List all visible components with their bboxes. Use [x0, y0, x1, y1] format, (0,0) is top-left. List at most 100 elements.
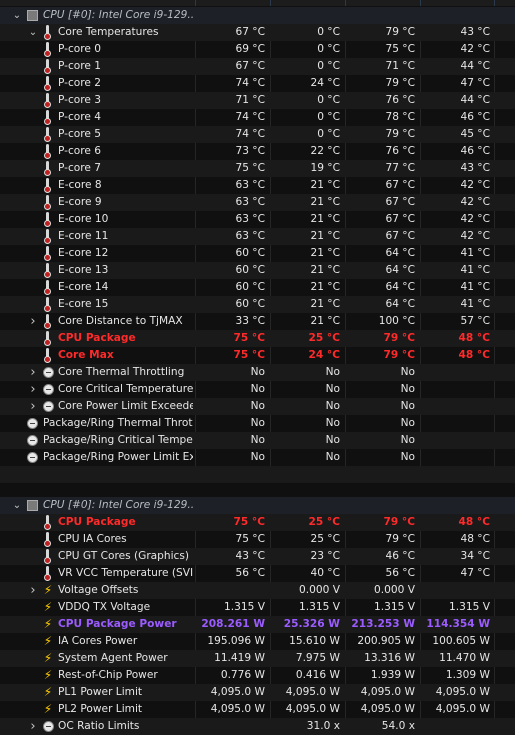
group-header-row[interactable]: ⌄ CPU [#0]: Intel Core i9-129... — [0, 497, 515, 514]
sensor-row[interactable]: E-core 12 60 °C 21 °C 64 °C 41 °C — [0, 245, 515, 262]
maximum-value: No — [400, 383, 415, 395]
sensor-row[interactable]: Core Max 75 °C 24 °C 79 °C 48 °C — [0, 347, 515, 364]
sensor-row[interactable]: P-core 3 71 °C 0 °C 76 °C 44 °C — [0, 92, 515, 109]
group-header-row[interactable]: ⌄ CPU [#0]: Intel Core i9-129... — [0, 7, 515, 24]
sensor-row[interactable]: E-core 14 60 °C 21 °C 64 °C 41 °C — [0, 279, 515, 296]
minimum-value: No — [325, 417, 340, 429]
sensor-label: VDDQ TX Voltage — [58, 601, 151, 613]
sensor-row[interactable]: ⚡ PL2 Power Limit 4,095.0 W 4,095.0 W 4,095.… — [0, 701, 515, 718]
sensor-row[interactable]: P-core 5 74 °C 0 °C 79 °C 45 °C — [0, 126, 515, 143]
sensor-row[interactable]: E-core 8 63 °C 21 °C 67 °C 42 °C — [0, 177, 515, 194]
thermometer-tube — [46, 59, 49, 69]
sensor-row[interactable]: E-core 9 63 °C 21 °C 67 °C 42 °C — [0, 194, 515, 211]
sensor-row[interactable]: CPU GT Cores (Graphics) 43 °C 23 °C 46 °C 34… — [0, 548, 515, 565]
maximum-value: 213.253 W — [351, 618, 415, 630]
sensor-row[interactable]: CPU Package 75 °C 25 °C 79 °C 48 °C — [0, 514, 515, 531]
sensor-name-cell: E-core 11 — [0, 228, 193, 245]
sensor-name-cell: › Core Critical Temperature — [0, 381, 193, 398]
collapse-toggle[interactable]: ⌄ — [12, 500, 22, 511]
current-value: 11.419 W — [214, 652, 265, 664]
sensor-row[interactable]: ⚡ PL1 Power Limit 4,095.0 W 4,095.0 W 4,095.… — [0, 684, 515, 701]
current-value: 0.776 W — [220, 669, 265, 681]
minimum-value: 31.0 x — [306, 720, 340, 732]
sensor-row[interactable]: ⚡ CPU Package Power 208.261 W 25.326 W 213.2… — [0, 616, 515, 633]
average-column-header[interactable] — [421, 0, 495, 6]
collapse-toggle[interactable]: ⌄ — [12, 10, 22, 21]
sensor-row[interactable]: P-core 0 69 °C 0 °C 75 °C 42 °C — [0, 41, 515, 58]
expand-toggle[interactable]: › — [30, 399, 36, 414]
average-value: 57 °C — [460, 315, 490, 327]
maximum-value: 200.905 W — [357, 635, 415, 647]
sensor-row[interactable]: P-core 6 73 °C 22 °C 76 °C 46 °C — [0, 143, 515, 160]
minimum-value: 24 °C — [310, 77, 340, 89]
sensor-row[interactable]: E-core 15 60 °C 21 °C 64 °C 41 °C — [0, 296, 515, 313]
maximum-value: 64 °C — [385, 247, 415, 259]
sensor-row[interactable]: CPU Package 75 °C 25 °C 79 °C 48 °C — [0, 330, 515, 347]
sensor-row[interactable]: ⚡ VDDQ TX Voltage 1.315 V 1.315 V 1.315 V 1.3… — [0, 599, 515, 616]
minimum-value: No — [325, 434, 340, 446]
sensor-label: P-core 0 — [58, 43, 102, 55]
sensor-row[interactable]: ⚡ System Agent Power 11.419 W 7.975 W 13.316… — [0, 650, 515, 667]
maximum-value: 79 °C — [385, 128, 415, 140]
expand-toggle[interactable]: › — [30, 365, 36, 380]
minimum-value: No — [325, 400, 340, 412]
minimum-value: No — [325, 451, 340, 463]
sensor-row[interactable]: E-core 11 63 °C 21 °C 67 °C 42 °C — [0, 228, 515, 245]
sensor-row[interactable]: P-core 2 74 °C 24 °C 79 °C 47 °C — [0, 75, 515, 92]
thermometer-bulb — [44, 220, 51, 227]
collapse-toggle[interactable]: ⌄ — [28, 27, 38, 38]
thermometer-icon — [43, 178, 51, 193]
sensor-row[interactable]: › OC Ratio Limits 31.0 x 54.0 x — [0, 718, 515, 735]
minimum-value: 25 °C — [308, 516, 340, 528]
sensor-row[interactable]: E-core 10 63 °C 21 °C 67 °C 42 °C — [0, 211, 515, 228]
sensor-row[interactable]: P-core 1 67 °C 0 °C 71 °C 44 °C — [0, 58, 515, 75]
minimum-value: 4,095.0 W — [285, 703, 340, 715]
sensor-row[interactable]: E-core 13 60 °C 21 °C 64 °C 41 °C — [0, 262, 515, 279]
maximum-value: 100 °C — [378, 315, 415, 327]
sensor-row[interactable]: ⚡ IA Cores Power 195.096 W 15.610 W 200.905 … — [0, 633, 515, 650]
average-value: 41 °C — [460, 298, 490, 310]
thermometer-icon — [43, 246, 51, 261]
expand-toggle[interactable]: › — [30, 382, 36, 397]
minimum-value: 23 °C — [310, 550, 340, 562]
expand-toggle[interactable]: › — [30, 719, 36, 734]
lightning-bolt-icon: ⚡ — [43, 634, 53, 648]
sensor-row[interactable]: VR VCC Temperature (SVID) 56 °C 40 °C 56 °C… — [0, 565, 515, 582]
minimum-value: 22 °C — [310, 145, 340, 157]
expand-toggle[interactable]: › — [30, 314, 36, 329]
sensor-row[interactable]: › Core Power Limit Exceeded No No No — [0, 398, 515, 415]
thermometer-bulb — [44, 339, 51, 346]
sensor-row[interactable]: P-core 4 74 °C 0 °C 78 °C 46 °C — [0, 109, 515, 126]
sensor-row[interactable]: › Core Distance to TjMAX 33 °C 21 °C 100 °C 5… — [0, 313, 515, 330]
sensor-row[interactable]: Package/Ring Thermal Throt... No No No — [0, 415, 515, 432]
sensor-name-cell: E-core 9 — [0, 194, 193, 211]
minimum-column-header[interactable] — [271, 0, 346, 6]
sensor-name-cell: › Core Thermal Throttling — [0, 364, 193, 381]
thermometer-bulb — [44, 135, 51, 142]
sensor-name-cell: ⚡ PL1 Power Limit — [0, 684, 193, 701]
thermometer-tube — [46, 566, 49, 576]
thermometer-tube — [46, 549, 49, 559]
sensor-row[interactable]: › Core Critical Temperature No No No — [0, 381, 515, 398]
thermometer-bulb — [44, 186, 51, 193]
minimum-value: No — [325, 383, 340, 395]
sensor-row[interactable]: ⌄ Core Temperatures 67 °C 0 °C 79 °C 43 °C — [0, 24, 515, 41]
expand-toggle[interactable]: › — [30, 583, 36, 598]
sensor-row[interactable]: CPU IA Cores 75 °C 25 °C 79 °C 48 °C — [0, 531, 515, 548]
sensor-row[interactable]: Package/Ring Power Limit Ex... No No No — [0, 449, 515, 466]
current-column-header[interactable] — [196, 0, 271, 6]
empty-row — [0, 466, 515, 483]
sensor-row[interactable]: › ⚡ Voltage Offsets 0.000 V 0.000 V — [0, 582, 515, 599]
maximum-column-header[interactable] — [346, 0, 421, 6]
sensor-row[interactable]: P-core 7 75 °C 19 °C 77 °C 43 °C — [0, 160, 515, 177]
sensor-column-header[interactable] — [0, 0, 196, 6]
sensor-row[interactable]: ⚡ Rest-of-Chip Power 0.776 W 0.416 W 1.939 W… — [0, 667, 515, 684]
sensor-label: E-core 8 — [58, 179, 102, 191]
sensor-row[interactable]: Package/Ring Critical Tempe... No No No — [0, 432, 515, 449]
sensor-row[interactable]: › Core Thermal Throttling No No No — [0, 364, 515, 381]
thermometer-tube — [46, 515, 49, 525]
sensor-name-cell: ⌄ Core Temperatures — [0, 24, 193, 41]
sensor-label: OC Ratio Limits — [58, 720, 140, 732]
average-value: 42 °C — [460, 179, 490, 191]
maximum-value: 79 °C — [383, 332, 415, 344]
